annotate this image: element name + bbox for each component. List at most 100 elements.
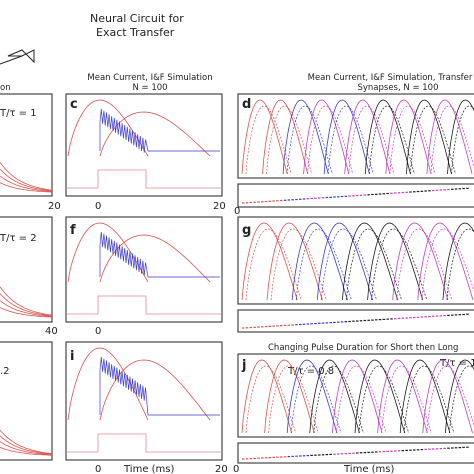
decay-curve-a2: [0, 307, 53, 318]
panel-g-curve-8: [417, 222, 474, 301]
panel-g-curve-9b: [446, 228, 474, 301]
panel-letter-d: d: [242, 97, 251, 112]
panel-d-curve-10b: [430, 105, 474, 175]
decay-curve-a1: [0, 168, 53, 192]
decay-curve-a3: [0, 441, 53, 456]
tick-i-20: 20: [215, 464, 228, 474]
panel-g-curve-8b: [421, 228, 474, 301]
panel-g-curve-7b: [396, 228, 453, 301]
frame-j-raster: [237, 442, 474, 464]
panel-g-curve-9: [442, 222, 474, 301]
panel-d-curve-7b: [368, 105, 415, 175]
tick-a2-40: 40: [45, 326, 58, 337]
panel-letter-g: g: [242, 223, 251, 238]
tick-f-0: 0: [95, 326, 101, 337]
circuit-glyph: [0, 49, 35, 65]
panel-c-red-curve-1: [67, 99, 149, 157]
panel-j-curve-7b: [381, 365, 432, 434]
ratio-label-row1: T/τ = 1: [0, 108, 37, 119]
j-title: Changing Pulse Duration for Short then L…: [268, 343, 458, 353]
panel-j-curve-2b: [268, 365, 319, 434]
panel-d-curve-9b: [410, 105, 456, 175]
panel-d-curve-1b: [245, 105, 292, 175]
decay-curve-a2: [0, 286, 53, 316]
panel-j-curve-1b: [245, 365, 297, 434]
panel-j-curve-6b: [358, 365, 410, 434]
x-axis-label-i: Time (ms): [123, 464, 175, 474]
panel-letter-j: j: [241, 358, 246, 373]
panel-letter-i: i: [70, 349, 74, 364]
panel-g-curve-3b: [295, 228, 352, 301]
decay-curve-a3: [0, 429, 53, 454]
panel-j-curve-3b: [290, 365, 342, 434]
frame-j: [237, 353, 474, 438]
frames: [0, 93, 474, 464]
panel-g-curve-4b: [320, 228, 377, 301]
x-axis-label-j: Time (ms): [343, 464, 395, 474]
panel-j-curve-9b: [426, 365, 474, 434]
panel-d-curve-11: [447, 99, 474, 175]
panel-d-curve-2: [262, 99, 309, 175]
panel-d-curve-8b: [389, 105, 436, 175]
panel-g-curve-2: [266, 222, 323, 301]
decay-curve-a2: [0, 293, 53, 317]
panel-g-curve-5: [342, 222, 399, 301]
frame-a2: [0, 216, 53, 323]
panel-c-red-curve-2: [99, 111, 211, 157]
frame-c: [65, 93, 223, 197]
col-c-title-line1: Mean Current, I&F Simulation: [87, 73, 212, 83]
panel-j-curve-5: [332, 359, 383, 434]
panel-c-blue-trace: [99, 108, 220, 153]
tick-a1-20: 20: [48, 201, 61, 212]
panel-d-curve-11b: [451, 105, 474, 175]
decay-curve-a1: [0, 161, 53, 191]
ratio-label-row2: T/τ = 2: [0, 233, 37, 244]
panel-j-curve-2: [264, 359, 315, 434]
panel-f-red-curve-1: [67, 222, 149, 283]
header-title-line2: Exact Transfer: [96, 26, 175, 39]
frame-a1: [0, 93, 53, 197]
panel-letter-c: c: [70, 97, 78, 112]
panel-d-curve-5b: [327, 105, 374, 175]
panel-i-pulse: [66, 433, 222, 453]
panel-d-curve-5: [323, 99, 370, 175]
decay-curve-a1: [0, 175, 53, 192]
panel-c-pulse: [66, 169, 222, 189]
panel-d-curve-6: [344, 99, 391, 175]
col-c-title-line2: N = 100: [132, 83, 167, 93]
panel-f-red-curve-2: [99, 234, 211, 283]
frame-i: [65, 341, 223, 461]
ratio-label-j-left: T/τ = 0.8: [287, 366, 334, 377]
frame-f: [65, 216, 223, 323]
panel-letter-f: f: [70, 223, 76, 238]
panel-j-curve-4b: [313, 365, 364, 434]
panel-d-curve-7: [364, 99, 411, 175]
panel-f-blue-trace: [99, 231, 220, 278]
panel-d-curve-4b: [307, 105, 354, 175]
panel-j-curve-4: [309, 359, 360, 434]
panel-f-pulse: [66, 295, 222, 315]
panel-g-curve-6: [367, 222, 424, 301]
panel-j-curve-3: [286, 359, 338, 434]
col-a-title-fragment: on: [0, 83, 11, 93]
panel-g-curve-1: [241, 222, 298, 301]
col-d-title-line1: Mean Current, I&F Simulation, Transfer: [308, 73, 473, 83]
tick-j-0: 0: [233, 464, 239, 474]
panel-g-curve-4: [316, 222, 373, 301]
decay-curve-a2: [0, 300, 53, 317]
col-d-title-line2: Synapses, N = 100: [357, 83, 438, 93]
panel-i-red-curve-2: [99, 359, 211, 421]
header-title-line1: Neural Circuit for: [90, 12, 184, 25]
chart-marks: [0, 99, 474, 460]
panel-j-curve-5b: [336, 365, 387, 434]
panel-j-curve-8b: [403, 365, 455, 434]
frame-g-raster: [237, 309, 474, 333]
decay-curve-a3: [0, 447, 52, 456]
tick-c-20: 20: [213, 201, 226, 212]
panel-d-curve-1: [241, 99, 288, 175]
panel-g-curve-6b: [371, 228, 428, 301]
panel-g-curve-3: [291, 222, 348, 301]
panel-j-curve-8: [399, 359, 451, 434]
panel-j-curve-10b: [449, 365, 474, 434]
decay-curve-a1: [0, 182, 53, 193]
